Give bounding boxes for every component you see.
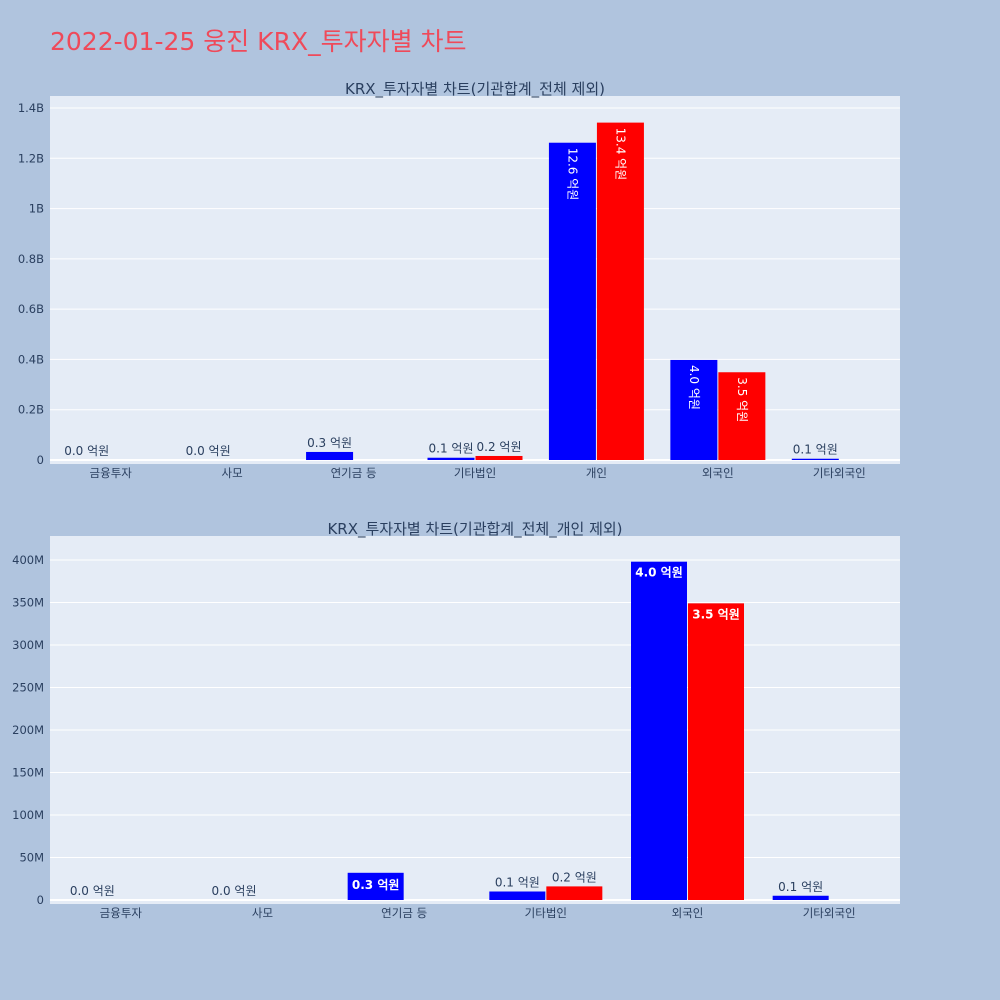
x-tick-label: 사모 [252, 906, 273, 920]
y-tick-label: 400M [12, 553, 44, 567]
x-tick-label: 기타외국인 [813, 466, 866, 480]
x-tick-label: 기타법인 [525, 906, 567, 920]
bar [546, 886, 603, 900]
x-tick-label: 금융투자 [90, 466, 133, 480]
y-tick-label: 0.2B [18, 403, 44, 417]
bar [670, 359, 718, 460]
bar [791, 458, 839, 460]
x-tick-label: 연기금 등 [381, 906, 427, 920]
bar [688, 603, 744, 900]
chart-title: KRX_투자자별 차트(기관합계_전체_개인 제외) [327, 520, 622, 539]
chart-institutional-excluded: 0 0.2B 0.4B 0.6B 0.8B 1B 1.2B 1.4B KRX_투자자별 차트(기… [18, 80, 900, 480]
x-tick-label: 개인 [586, 466, 607, 480]
data-label: 0.2 억원 [477, 440, 522, 454]
x-tick-label: 외국인 [702, 466, 734, 480]
data-label: 0.3 억원 [307, 436, 352, 450]
data-label: 0.0 억원 [186, 444, 231, 458]
y-tick-label: 100M [12, 808, 44, 822]
data-label: 0.0 억원 [70, 884, 115, 898]
y-tick-label: 0 [37, 893, 44, 907]
data-label: 0.1 억원 [778, 880, 823, 894]
y-tick-label: 0.6B [18, 302, 44, 316]
y-tick-label: 0.4B [18, 352, 44, 366]
x-tick-label: 금융투자 [100, 906, 143, 920]
chart-institutional-individual-excluded: 0 50M 100M 150M 200M 250M 300M 350M 400M KRX_투자자별… [12, 520, 900, 920]
data-label: 0.3 억원 [352, 878, 400, 892]
y-tick-label: 300M [12, 638, 44, 652]
y-tick-label: 1.4B [18, 101, 44, 115]
y-tick-label: 0.8B [18, 252, 44, 266]
data-label: 13.4 억원 [613, 128, 627, 181]
data-label: 3.5 억원 [735, 377, 749, 422]
data-label: 0.1 억원 [429, 442, 474, 456]
chart-title: KRX_투자자별 차트(기관합계_전체 제외) [345, 80, 605, 99]
bar [772, 895, 829, 900]
data-label: 12.6 억원 [565, 148, 579, 201]
data-label: 3.5 억원 [692, 607, 740, 621]
y-tick-label: 1B [29, 202, 44, 216]
plot-area [50, 96, 900, 464]
data-label: 0.1 억원 [495, 876, 540, 890]
bar [548, 142, 596, 460]
plot-area [50, 536, 900, 904]
y-tick-label: 350M [12, 596, 44, 610]
bar [596, 122, 644, 460]
x-tick-label: 기타외국인 [803, 906, 856, 920]
x-tick-label: 기타법인 [454, 466, 496, 480]
bar [347, 872, 404, 900]
data-label: 4.0 억원 [687, 365, 701, 410]
data-label: 0.1 억원 [793, 443, 838, 457]
x-tick-label: 외국인 [672, 906, 704, 920]
bar [427, 457, 475, 460]
y-tick-label: 150M [12, 766, 44, 780]
data-label: 0.2 억원 [552, 870, 597, 884]
bar [306, 451, 354, 460]
data-label: 4.0 억원 [635, 566, 683, 580]
bar [631, 561, 687, 900]
page-title: 2022-01-25 웅진 KRX_투자자별 차트 [50, 27, 467, 56]
data-label: 0.0 억원 [64, 444, 109, 458]
y-tick-label: 0 [37, 453, 44, 467]
bar [718, 372, 766, 460]
y-tick-label: 1.2B [18, 151, 44, 165]
bar [475, 455, 523, 460]
y-tick-label: 200M [12, 723, 44, 737]
data-label: 0.0 억원 [212, 884, 257, 898]
y-tick-label: 50M [19, 851, 44, 865]
x-tick-label: 연기금 등 [331, 466, 377, 480]
x-tick-label: 사모 [222, 466, 243, 480]
bar [489, 891, 546, 900]
y-tick-label: 250M [12, 681, 44, 695]
